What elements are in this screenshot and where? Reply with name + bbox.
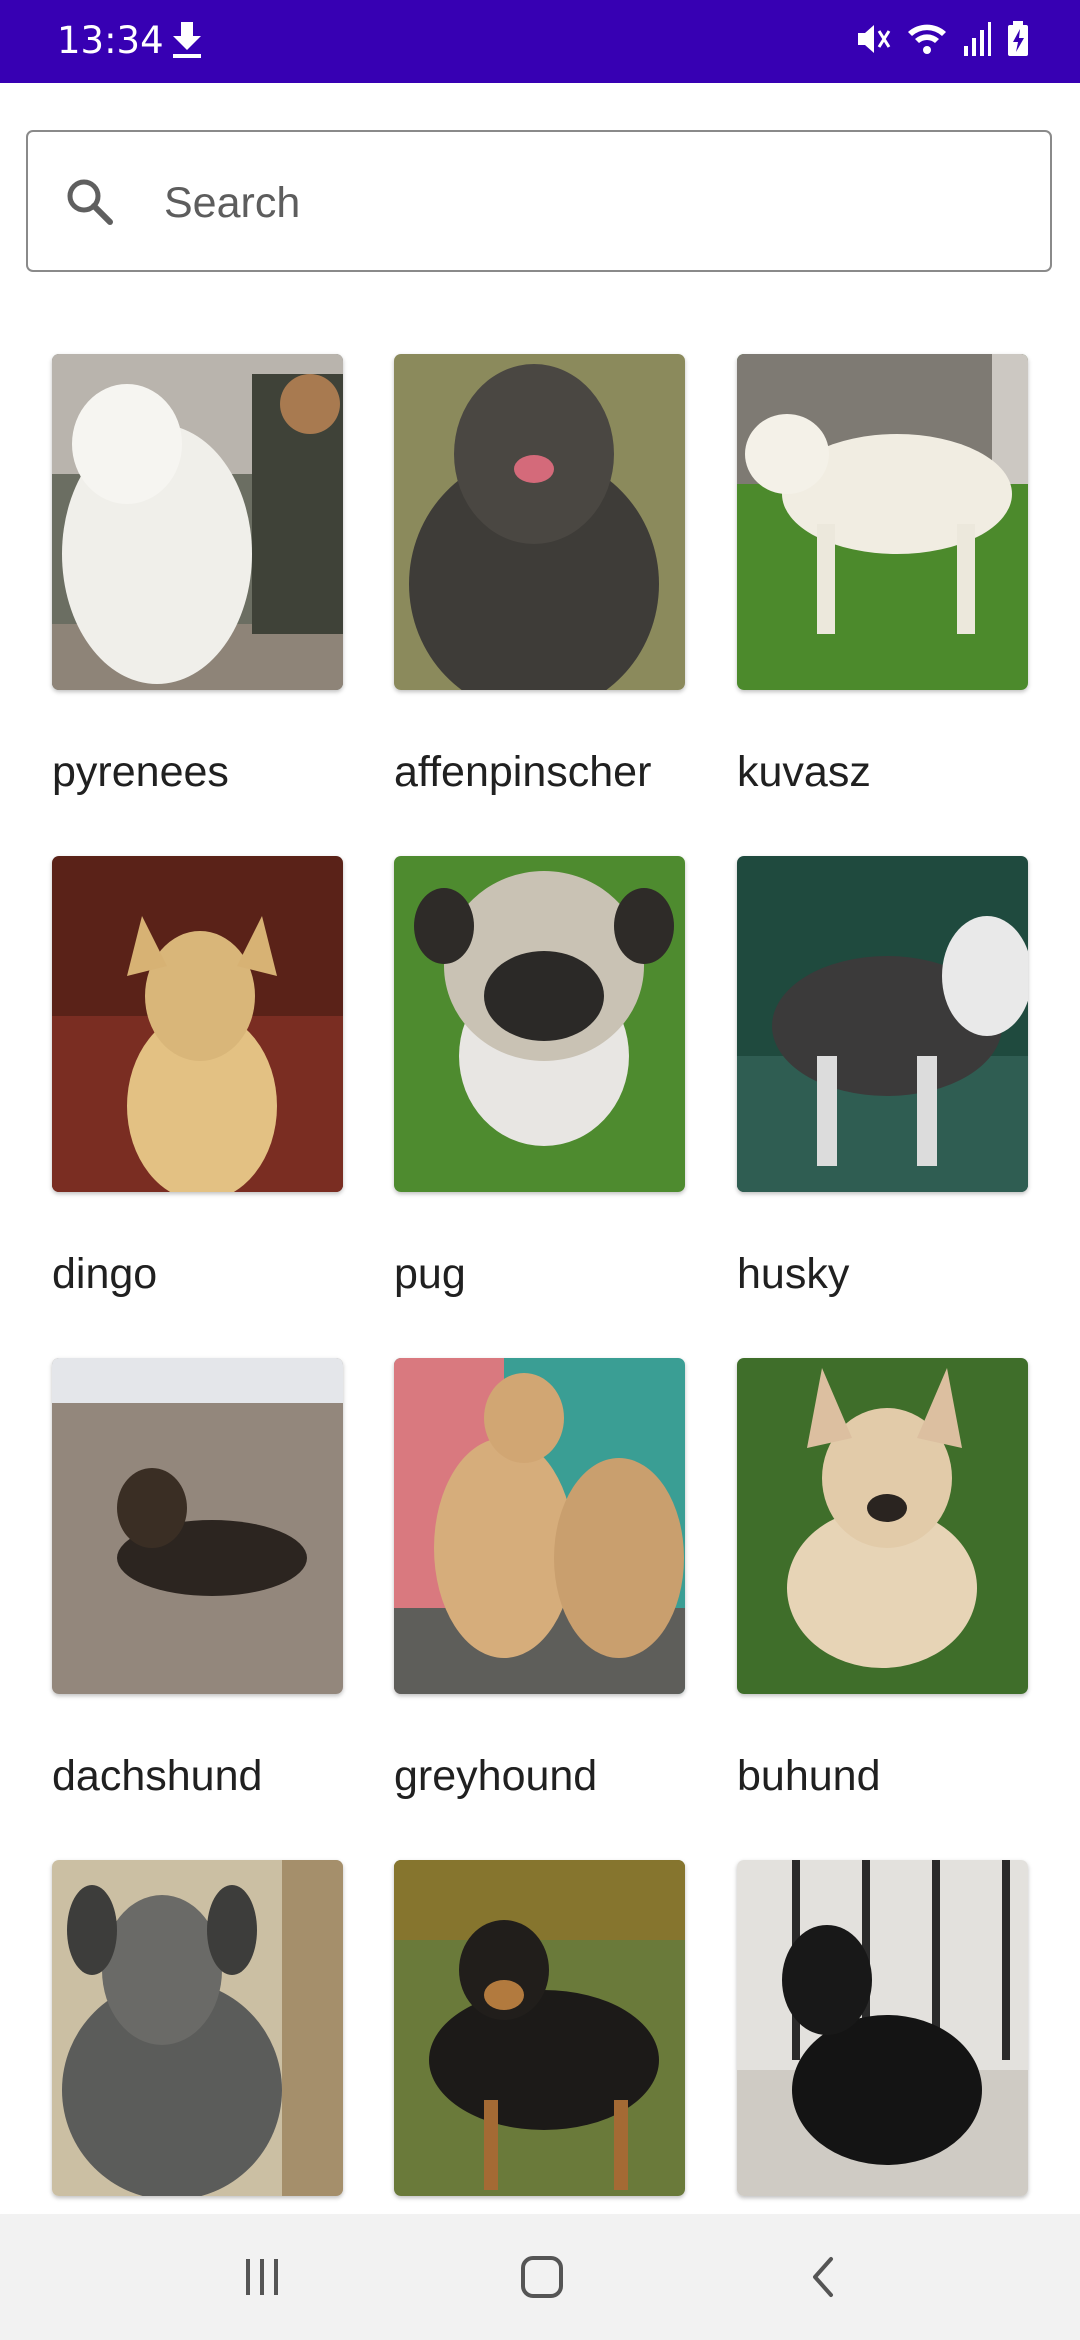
breed-photo <box>394 1358 685 1694</box>
breed-label: affenpinscher <box>394 748 652 796</box>
breed-photo <box>52 1358 343 1694</box>
mute-icon <box>854 20 892 63</box>
breed-photo <box>737 856 1028 1192</box>
breed-photo <box>737 1860 1028 2196</box>
status-time: 13:34 <box>57 19 164 62</box>
wifi-icon <box>906 20 948 63</box>
breed-photo <box>394 856 685 1192</box>
breed-label: dachshund <box>52 1752 263 1800</box>
navigation-bar <box>0 2214 1080 2340</box>
breed-photo <box>52 1860 343 2196</box>
breed-photo <box>52 856 343 1192</box>
breed-label: greyhound <box>394 1752 598 1800</box>
breed-photo <box>52 354 343 690</box>
search-box[interactable] <box>26 130 1052 272</box>
battery-charging-icon <box>1006 20 1030 63</box>
download-icon <box>170 20 204 65</box>
search-icon <box>64 176 116 233</box>
breed-label: pug <box>394 1250 466 1298</box>
breed-photo <box>394 1860 685 2196</box>
recent-apps-icon[interactable] <box>222 2244 302 2310</box>
status-bar: 13:34 <box>0 0 1080 83</box>
back-icon[interactable] <box>782 2244 862 2310</box>
signal-icon <box>962 20 992 63</box>
breed-label: dingo <box>52 1250 158 1298</box>
breed-photo <box>394 354 685 690</box>
breed-photo <box>737 1358 1028 1694</box>
breed-label: husky <box>737 1250 850 1298</box>
search-input[interactable] <box>162 162 1026 244</box>
breed-photo <box>737 354 1028 690</box>
breed-label: kuvasz <box>737 748 871 796</box>
breed-label: buhund <box>737 1752 881 1800</box>
breed-label: pyrenees <box>52 748 229 796</box>
home-icon[interactable] <box>502 2244 582 2310</box>
